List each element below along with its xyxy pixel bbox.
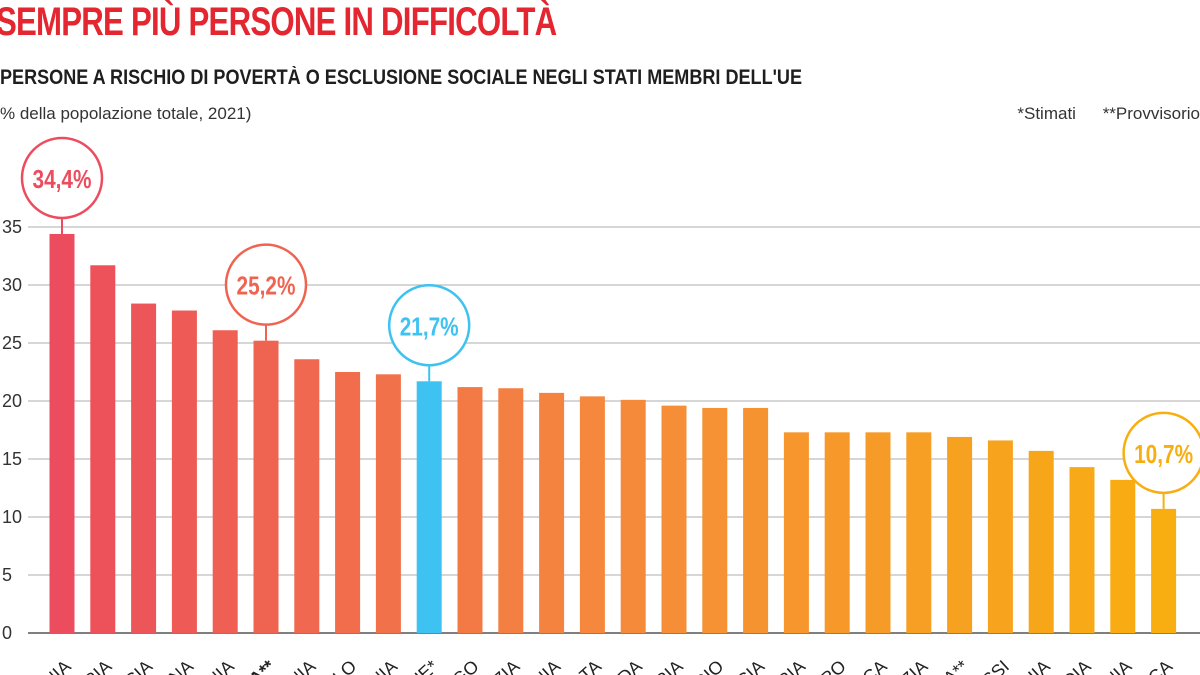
bar <box>416 381 442 633</box>
bar <box>743 407 769 633</box>
x-tick-label: ANIA <box>275 656 320 675</box>
callout-circle <box>20 136 104 220</box>
x-tick-label: UE* <box>405 656 442 675</box>
unit-note: % della popolazione totale, 2021) <box>0 104 252 123</box>
x-tick-label: ANIA <box>520 656 565 675</box>
data-label: 21,7% <box>400 312 459 341</box>
x-tick-label: LIA** <box>233 656 278 675</box>
x-tick-label: ONIA <box>355 656 401 675</box>
note-provisional: **Provvisorio <box>1102 104 1200 123</box>
y-tick-label: 5 <box>2 565 12 585</box>
x-tick-label: AZIA <box>480 656 523 675</box>
y-tick-label: 30 <box>2 275 22 295</box>
data-label: 25,2% <box>237 271 296 300</box>
bar <box>49 233 75 633</box>
x-tick-label: NIA** <box>926 656 972 675</box>
note-estimated: *Stimati <box>1017 104 1076 123</box>
bar <box>539 392 565 633</box>
bar <box>335 372 361 633</box>
x-tick-label: EZIA <box>888 656 931 675</box>
bar <box>1069 467 1095 633</box>
bar <box>947 436 973 633</box>
callout-circle <box>1122 411 1200 495</box>
bar <box>702 407 728 633</box>
bar <box>579 396 605 633</box>
chart-title: SEMPRE PIÙ PERSONE IN DIFFICOLTÀ <box>0 0 557 44</box>
data-label: 10,7% <box>1134 440 1193 469</box>
bar <box>824 432 850 633</box>
x-tick-label: TRIA <box>765 656 809 675</box>
bar <box>1151 508 1177 633</box>
x-tick-label: IPRO <box>804 656 850 675</box>
footnotes: *Stimati **Provvisorio <box>1017 104 1200 124</box>
bar <box>498 388 524 633</box>
x-tick-label: ASSI <box>969 656 1013 675</box>
callout-circle <box>387 284 471 367</box>
x-tick-label: NDIA <box>1049 656 1094 675</box>
y-tick-label: 25 <box>2 333 22 353</box>
y-tick-label: 15 <box>2 449 22 469</box>
bar <box>1028 450 1054 633</box>
x-tick-label: ARIA <box>71 656 116 675</box>
bar <box>987 440 1013 633</box>
bar <box>90 265 116 633</box>
bar <box>783 432 809 633</box>
bar <box>171 310 197 633</box>
bar <box>865 432 891 633</box>
x-tick-label: RGO <box>439 656 483 675</box>
x-tick-label: LGIO <box>682 656 727 675</box>
bar <box>620 399 646 633</box>
bar <box>294 359 320 633</box>
bar <box>131 303 157 633</box>
y-tick-label: 35 <box>2 217 22 237</box>
bar <box>375 374 401 633</box>
callout-circle <box>224 243 308 326</box>
y-tick-label: 0 <box>2 623 12 643</box>
chart-subtitle: PERSONE A RISCHIO DI POVERTÀ O ESCLUSION… <box>0 66 803 89</box>
bar <box>661 405 687 633</box>
y-tick-label: 10 <box>2 507 22 527</box>
data-label: 34,4% <box>33 165 92 194</box>
x-tick-label: ANIA <box>30 656 75 675</box>
bar <box>212 330 238 633</box>
bar <box>1110 479 1136 633</box>
x-tick-label: ALLO <box>313 656 361 675</box>
bar <box>457 387 483 633</box>
bar <box>906 432 932 633</box>
x-tick-label: ALTA <box>560 656 605 675</box>
bar <box>253 340 279 633</box>
y-tick-label: 20 <box>2 391 22 411</box>
x-tick-label: ERIA <box>642 656 687 675</box>
